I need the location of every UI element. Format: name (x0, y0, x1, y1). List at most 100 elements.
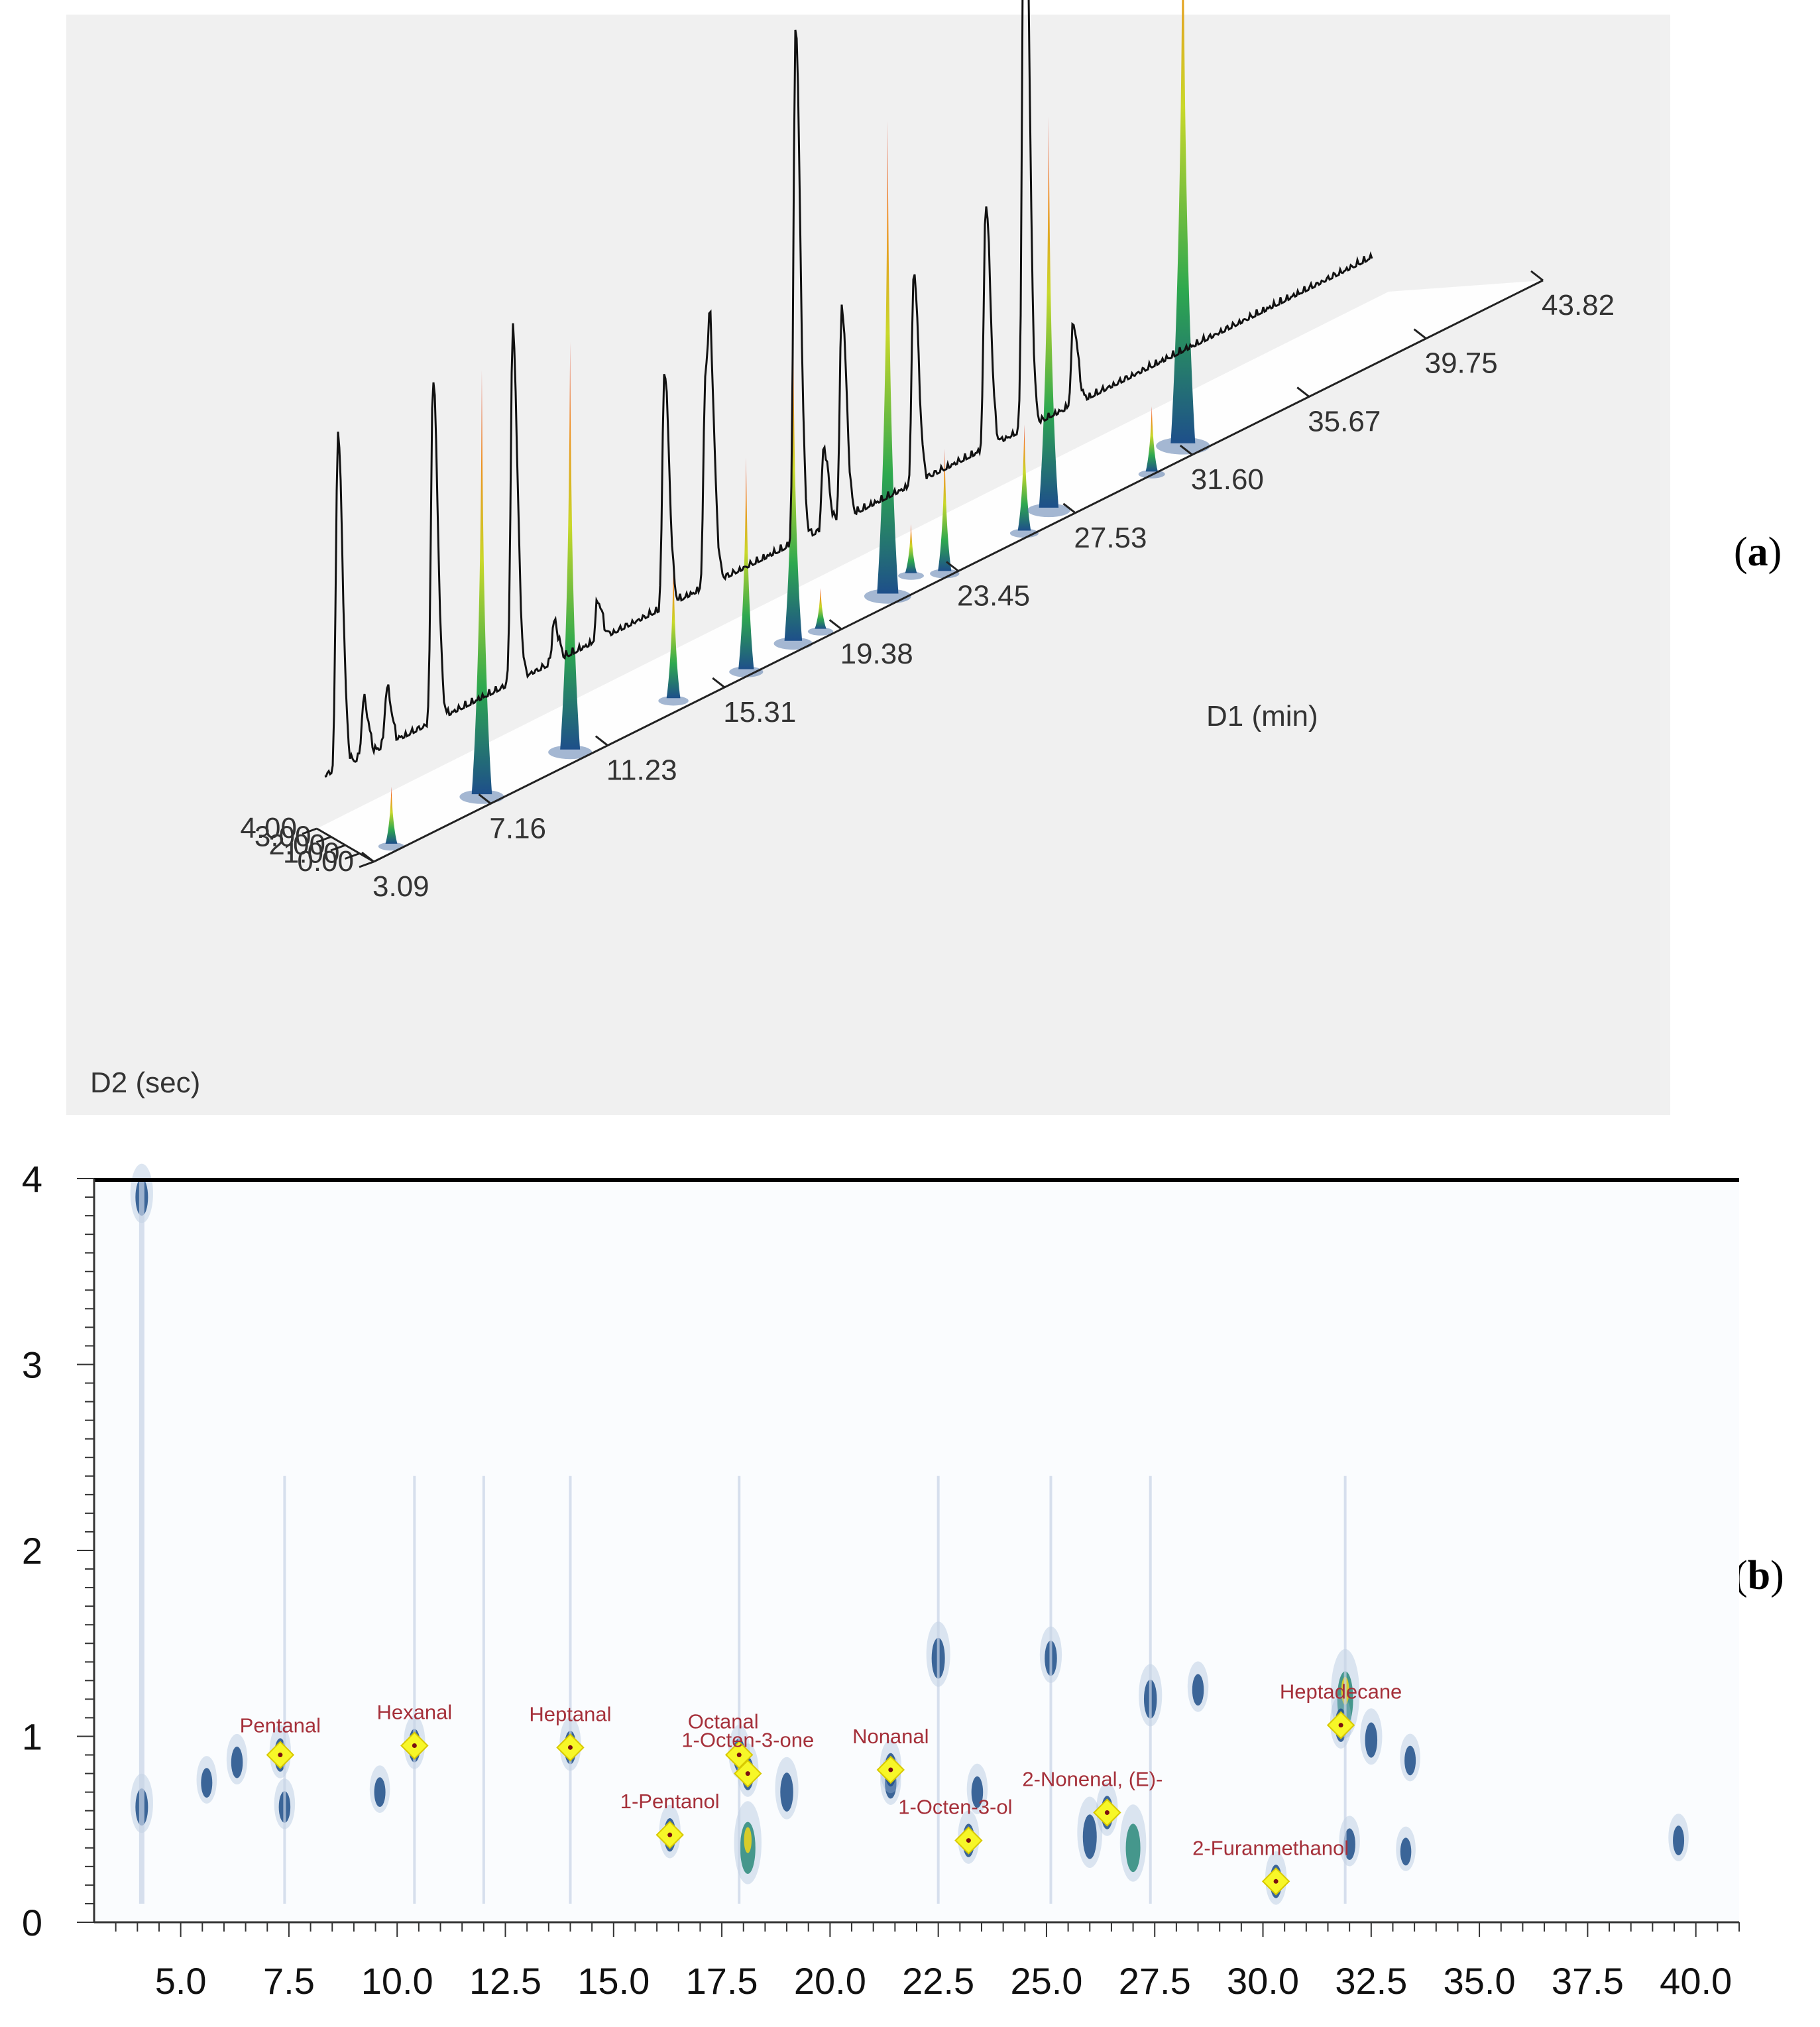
panel-label-b: (b) (1734, 1553, 1784, 1598)
compound-marker-dot (667, 1832, 673, 1837)
x-tick-label: 30.0 (1227, 1960, 1299, 2002)
surface-peak-base (1156, 437, 1210, 455)
heatmap-spot (231, 1746, 243, 1778)
surface-peak (1039, 116, 1059, 508)
d2-tick-label: 1.00 (283, 837, 340, 870)
heatmap-spot (374, 1777, 386, 1808)
heatmap-spot (201, 1768, 213, 1798)
x-tick-label: 5.0 (155, 1960, 207, 2002)
compound-marker-dot (745, 1771, 750, 1776)
heatmap-spot (1365, 1722, 1378, 1758)
surface-peak-base (729, 666, 764, 677)
compound-label: Hexanal (376, 1701, 452, 1724)
y-tick-label: 4 (22, 1158, 42, 1200)
x-tick-label: 37.5 (1552, 1960, 1624, 2002)
compound-label: Heptanal (529, 1702, 611, 1725)
y-tick-label: 1 (22, 1716, 42, 1758)
d1-tick-mark (1530, 270, 1544, 282)
x-axis: 5.0 7.5 10.0 12.5 15.0 17.5 20.0 22.5 25.0 27.5 30… (115, 1922, 1740, 2002)
surface-peak-base (807, 627, 834, 636)
heatmap-spot (1673, 1825, 1685, 1855)
panel-letter-b: b (1747, 1553, 1771, 1598)
d2-tick-mark (344, 852, 361, 860)
compound-label: Heptadecane (1280, 1680, 1402, 1704)
x-tick-label: 20.0 (794, 1960, 866, 2002)
y-axis: 0 1 2 3 4 (22, 1158, 94, 1943)
d1-tick-label: 23.45 (957, 580, 1030, 612)
d1-tick-mark (828, 619, 842, 630)
compound-marker-dot (1273, 1879, 1279, 1884)
surface-peak (560, 341, 581, 750)
d1-tick-label: 31.60 (1191, 463, 1264, 496)
surface-peak-base (548, 745, 593, 760)
d2-tick-mark (302, 827, 317, 835)
compound-marker-dot (278, 1753, 283, 1758)
d2-tick-label: 0.00 (297, 845, 354, 878)
surface-peak (905, 524, 917, 573)
d1-tick-label: 35.67 (1308, 405, 1381, 437)
d1-tick-label: 19.38 (840, 638, 913, 670)
d2-axis-title: D2 (sec) (90, 1067, 200, 1099)
d1-tick-mark (478, 793, 492, 805)
surface-peak (815, 588, 826, 629)
compound-marker-dot (1104, 1810, 1109, 1816)
heatmap-streaks (139, 1179, 1347, 1904)
compound-label: 2-Furanmethanol (1192, 1836, 1349, 1859)
compound-marker-dot (412, 1743, 417, 1749)
compound-marker-dot (736, 1753, 742, 1758)
y-tick-label: 3 (22, 1344, 42, 1386)
heatmap-spot (1343, 1828, 1355, 1860)
d1-tick-label: 7.16 (489, 812, 546, 844)
compound-label: 1-Octen-3-one (681, 1729, 814, 1752)
compound-marker-dot (888, 1767, 893, 1772)
surface-peak (938, 448, 952, 571)
surface-peak (1145, 406, 1158, 472)
d2-tick-mark (315, 836, 332, 843)
d2-tick-label: 4.00 (240, 812, 297, 844)
panel-label-a: (a) (1734, 530, 1782, 575)
heatmap-spot-core (744, 1827, 752, 1853)
y-tick-label: 2 (22, 1530, 42, 1572)
surface-peaks (378, 0, 1210, 851)
compound-label: Pentanal (240, 1714, 321, 1737)
surface-peak-base (930, 569, 960, 579)
surface-peak (877, 121, 899, 594)
compound-label: 1-Pentanol (620, 1790, 720, 1813)
heatmap-plot-area (94, 1179, 1739, 1922)
heatmap-spot (971, 1776, 984, 1808)
surface-plane (317, 280, 1543, 862)
y-tick-label: 0 (22, 1902, 42, 1943)
x-tick-label: 7.5 (263, 1960, 315, 2002)
compound-marker-dot (1338, 1723, 1343, 1728)
x-tick-label: 17.5 (686, 1960, 758, 2002)
d1-tick-label: 43.82 (1542, 289, 1615, 321)
heatmap-spot (1192, 1674, 1204, 1706)
x-tick-label: 27.5 (1119, 1960, 1191, 2002)
surface-peak (1170, 0, 1196, 443)
heatmap-spot (1082, 1814, 1097, 1859)
d1-axis-title: D1 (min) (1206, 700, 1318, 732)
compound-marker-dot (966, 1838, 971, 1843)
x-tick-label: 22.5 (902, 1960, 974, 2002)
x-tick-label: 15.0 (577, 1960, 650, 2002)
surface-peak-base (1027, 503, 1070, 518)
d1-tick-label: 27.53 (1074, 522, 1147, 554)
d1-tick-mark (595, 735, 608, 746)
surface-peak-base (378, 842, 405, 851)
d1-tick-mark (1179, 444, 1193, 456)
panel-letter-a: a (1747, 530, 1768, 575)
surface-peak (784, 331, 803, 641)
d2-axis: 0.001.002.003.004.00 (240, 812, 374, 878)
x-tick-label: 32.5 (1335, 1960, 1407, 2002)
heatmap-spot (1125, 1824, 1141, 1873)
d1-tick-label: 11.23 (606, 754, 677, 787)
x-tick-label: 10.0 (361, 1960, 433, 2002)
compound-label: 2-Nonenal, (E)- (1022, 1768, 1163, 1791)
x-tick-label: 35.0 (1444, 1960, 1516, 2002)
surface-peak-base (898, 571, 924, 580)
x-tick-label: 25.0 (1010, 1960, 1082, 2002)
d1-tick-mark (1296, 386, 1310, 398)
x-tick-label: 12.5 (469, 1960, 541, 2002)
tic-trace (324, 0, 1373, 778)
